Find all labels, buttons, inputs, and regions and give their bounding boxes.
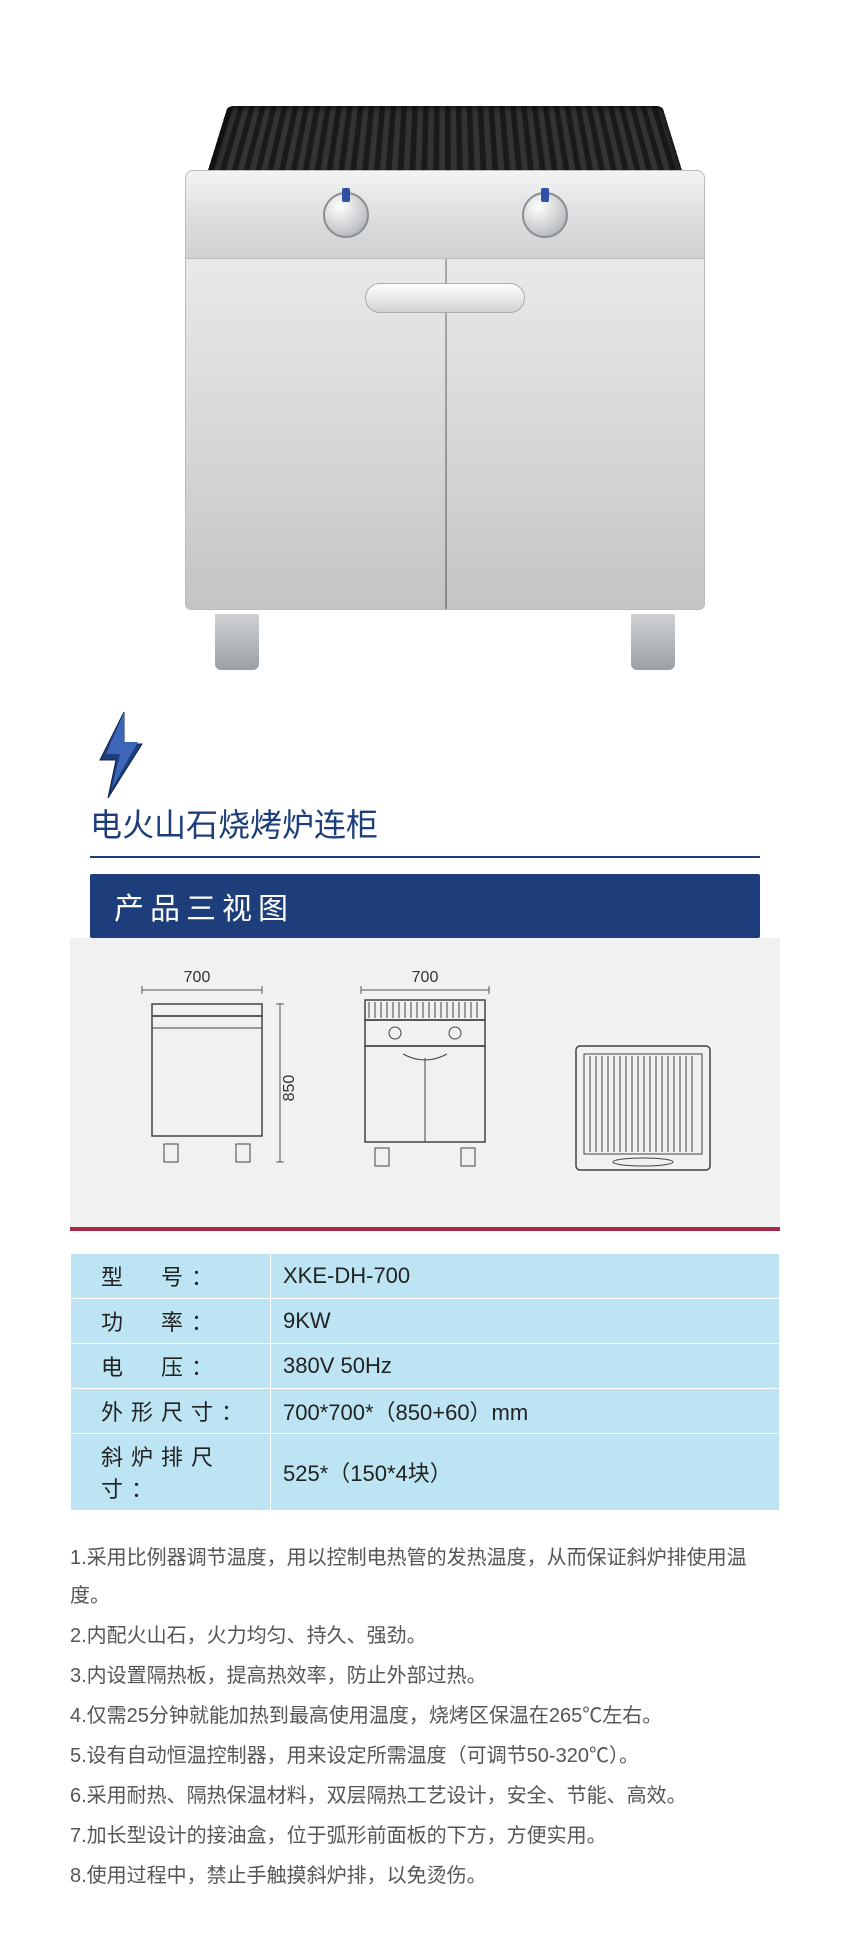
feature-item: 5.设有自动恒温控制器，用来设定所需温度（可调节50-320℃）。 xyxy=(70,1737,780,1775)
spec-value: XKE-DH-700 xyxy=(271,1254,780,1299)
top-view xyxy=(534,1028,752,1193)
spec-label: 型 号： xyxy=(71,1254,271,1299)
spec-value: 9KW xyxy=(271,1299,780,1344)
front-width-label: 700 xyxy=(412,969,439,986)
side-width-label: 700 xyxy=(184,969,211,986)
feature-item: 7.加长型设计的接油盒，位于弧形前面板的下方，方便实用。 xyxy=(70,1817,780,1855)
side-view: 700 850 xyxy=(98,968,316,1193)
appliance-illustration xyxy=(145,50,705,670)
table-row: 外形尺寸：700*700*（850+60）mm xyxy=(71,1389,780,1434)
spec-value: 700*700*（850+60）mm xyxy=(271,1389,780,1434)
control-knob-left xyxy=(323,192,369,238)
title-block: 电火山石烧烤炉连柜 xyxy=(0,710,850,858)
table-row: 电 压：380V 50Hz xyxy=(71,1344,780,1389)
spec-label: 外形尺寸： xyxy=(71,1389,271,1434)
cabinet-handle xyxy=(365,283,525,313)
product-title: 电火山石烧烤炉连柜 xyxy=(90,800,760,858)
spec-label: 斜炉排尺寸： xyxy=(71,1434,271,1511)
spec-table: 型 号：XKE-DH-700 功 率：9KW 电 压：380V 50Hz 外形尺… xyxy=(70,1253,780,1511)
feature-item: 3.内设置隔热板，提高热效率，防止外部过热。 xyxy=(70,1657,780,1695)
table-row: 型 号：XKE-DH-700 xyxy=(71,1254,780,1299)
feature-item: 6.采用耐热、隔热保温材料，双层隔热工艺设计，安全、节能、高效。 xyxy=(70,1777,780,1815)
lightning-icon xyxy=(90,710,150,800)
spec-value: 525*（150*4块） xyxy=(271,1434,780,1511)
front-view: 700 xyxy=(316,968,534,1193)
spec-label: 功 率： xyxy=(71,1299,271,1344)
side-height-label: 850 xyxy=(281,1075,298,1102)
section-heading: 产品三视图 xyxy=(90,874,760,938)
product-photo xyxy=(0,0,850,700)
table-row: 功 率：9KW xyxy=(71,1299,780,1344)
feature-item: 8.使用过程中，禁止手触摸斜炉排，以免烫伤。 xyxy=(70,1857,780,1895)
feature-item: 1.采用比例器调节温度，用以控制电热管的发热温度，从而保证斜炉排使用温度。 xyxy=(70,1539,780,1615)
spec-label: 电 压： xyxy=(71,1344,271,1389)
spec-value: 380V 50Hz xyxy=(271,1344,780,1389)
feature-item: 4.仅需25分钟就能加热到最高使用温度，烧烤区保温在265℃左右。 xyxy=(70,1697,780,1735)
control-knob-right xyxy=(522,192,568,238)
three-views-panel: 700 850 700 xyxy=(70,938,780,1231)
feature-item: 2.内配火山石，火力均匀、持久、强劲。 xyxy=(70,1617,780,1655)
table-row: 斜炉排尺寸：525*（150*4块） xyxy=(71,1434,780,1511)
